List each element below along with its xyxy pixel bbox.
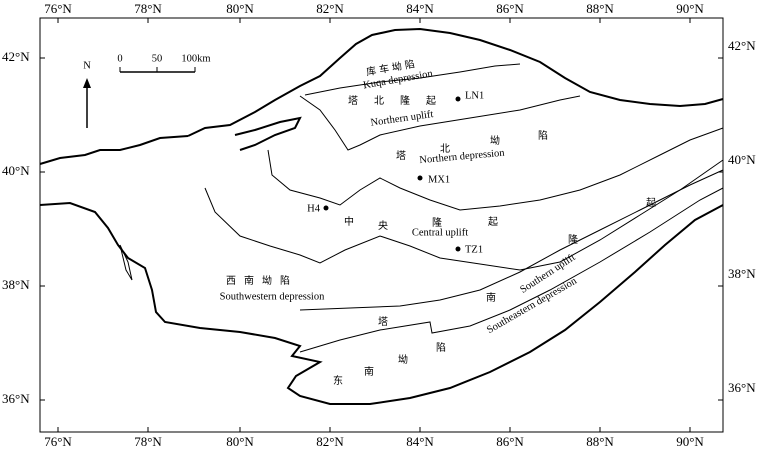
region-label-zh: 起 [646, 197, 656, 209]
y-tick-label: 42°N [2, 49, 30, 64]
well-dot [417, 175, 423, 181]
region-label-zh: 西南坳陷 [226, 274, 298, 287]
basin-south-boundary [39, 201, 724, 405]
well-label: H4 [307, 203, 321, 214]
region-label-zh: 塔北隆起 [348, 94, 452, 107]
y-tick-label: 38°N [2, 277, 30, 292]
x-tick-label: 90°N [676, 1, 704, 16]
y-tick-label: 38°N [728, 266, 756, 281]
x-tick-label: 90°N [676, 434, 704, 449]
x-tick-label: 84°N [406, 1, 434, 16]
x-tick-label: 76°N [44, 1, 72, 16]
region-label-zh: 隆 [568, 233, 578, 246]
region-label-en: Northern uplift [370, 109, 434, 129]
region-label-en: Southwestern depression [220, 291, 325, 302]
x-tick-label: 82°N [316, 1, 344, 16]
northern-uplift-boundary [299, 95, 581, 151]
x-tick-label: 78°N [134, 1, 162, 16]
x-tick-label: 86°N [496, 1, 524, 16]
southwest-depression-boundary [299, 169, 724, 311]
region-label-zh: 北 [440, 143, 450, 155]
scale-label: 50 [152, 53, 163, 64]
region-label-zh: 南 [364, 365, 374, 378]
basin-north-boundary [187, 27, 724, 137]
well-dot [455, 96, 461, 102]
x-tick-label: 82°N [316, 434, 344, 449]
region-label-en: Northern depression [419, 148, 506, 166]
region-label-en: Central uplift [412, 227, 468, 238]
region-label-zh: 陷 [538, 129, 548, 142]
region-label-zh: 陷 [436, 341, 446, 354]
y-tick-label: 42°N [728, 38, 756, 53]
x-tick-label: 88°N [586, 1, 614, 16]
river-bend [234, 116, 302, 151]
well-dot [323, 205, 329, 211]
north-arrow: N [83, 60, 91, 128]
x-tick-labels: 76°N 78°N 80°N 82°N 84°N 86°N 88°N 90°N … [44, 1, 704, 449]
region-label-zh: 塔 [396, 149, 406, 162]
y-tick-label: 36°N [2, 391, 30, 406]
region-label-zh: 南 [486, 291, 496, 304]
north-label: N [83, 60, 91, 71]
well-label: MX1 [428, 174, 450, 185]
west-coast [39, 135, 189, 165]
kuqa-boundary [304, 63, 521, 96]
x-tick-label: 88°N [586, 434, 614, 449]
y-tick-label: 40°N [2, 163, 30, 178]
x-tick-label: 80°N [226, 434, 254, 449]
central-uplift-south-boundary [204, 159, 724, 271]
y-tick-label: 36°N [728, 380, 756, 395]
well-label: LN1 [465, 90, 484, 101]
region-label-zh: 央 [378, 219, 388, 232]
scale-label: 100km [181, 53, 210, 64]
region-label-zh: 塔 [378, 315, 388, 328]
map-frame [39, 17, 724, 433]
well-dot [455, 246, 461, 252]
x-tick-label: 84°N [406, 434, 434, 449]
x-tick-label: 80°N [226, 1, 254, 16]
region-label-zh: 坳 [490, 134, 500, 147]
x-tick-label: 76°N [44, 434, 72, 449]
y-tick-labels: 42°N 40°N 38°N 36°N 42°N 40°N 38°N 36°N [2, 38, 756, 406]
west-mountain [119, 244, 133, 281]
scale-label: 0 [117, 53, 122, 64]
scale-bar [119, 67, 196, 73]
southern-uplift-boundary [299, 187, 724, 353]
region-label-zh: 东 [333, 374, 343, 387]
y-tick-label: 40°N [728, 152, 756, 167]
region-label-zh: 中 [344, 215, 354, 228]
x-tick-label: 86°N [496, 434, 524, 449]
region-label-zh: 坳 [398, 353, 408, 366]
well-label: TZ1 [465, 244, 483, 255]
region-label-zh: 起 [488, 216, 498, 228]
region-label-zh: 隆 [432, 216, 442, 229]
x-tick-label: 78°N [134, 434, 162, 449]
northern-depression-south-boundary [267, 127, 724, 211]
frame-ticks [40, 18, 723, 432]
